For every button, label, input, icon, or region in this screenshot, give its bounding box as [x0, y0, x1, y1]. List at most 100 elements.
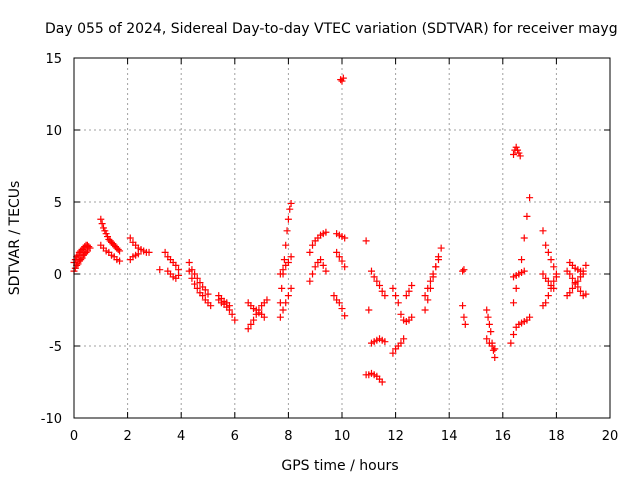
data-point [485, 320, 493, 328]
points-layer [70, 74, 590, 386]
series-s14 [459, 266, 468, 275]
data-point [426, 277, 434, 285]
series-s11c [367, 267, 389, 300]
data-point [542, 241, 550, 249]
data-point [460, 266, 468, 274]
data-point [408, 282, 416, 290]
data-point [577, 287, 585, 295]
series-s16 [507, 313, 534, 347]
data-point [394, 299, 402, 307]
data-point [370, 273, 378, 281]
series-s10 [333, 230, 349, 242]
data-point [341, 234, 349, 242]
data-point [373, 277, 381, 285]
series-s7b [244, 299, 268, 321]
data-point [520, 267, 528, 275]
data-point [276, 270, 284, 278]
y-tick-label: 10 [45, 124, 62, 139]
data-point [487, 328, 495, 336]
data-point [82, 248, 90, 256]
data-point [582, 290, 590, 298]
data-point [193, 284, 201, 292]
data-point [97, 215, 105, 223]
data-point [280, 256, 288, 264]
data-point [512, 284, 520, 292]
x-tick-label: 0 [70, 429, 78, 444]
data-point [145, 248, 153, 256]
data-point [244, 325, 252, 333]
series-s13b [421, 253, 442, 314]
data-point [284, 215, 292, 223]
x-tick-label: 18 [548, 429, 565, 444]
data-point [400, 335, 408, 343]
x-tick-label: 10 [334, 429, 351, 444]
data-point [389, 284, 397, 292]
data-point [402, 292, 410, 300]
data-point [568, 284, 576, 292]
data-point [518, 256, 526, 264]
series-s10b [333, 248, 349, 271]
series-s15b [483, 335, 499, 353]
series-s2b [97, 241, 124, 265]
data-point [284, 292, 292, 300]
data-point [392, 292, 400, 300]
y-tick-label: 0 [54, 268, 62, 283]
data-point [156, 266, 164, 274]
series-s12c [402, 282, 416, 300]
data-point [260, 313, 268, 321]
data-point [365, 306, 373, 314]
x-tick-label: 14 [441, 429, 458, 444]
data-point [542, 299, 550, 307]
y-axis-label: SDTVAR / TECUs [7, 181, 23, 296]
data-point [335, 253, 343, 261]
series-s4 [156, 248, 183, 274]
data-point [523, 212, 531, 220]
series-s9 [306, 228, 330, 256]
data-point [507, 339, 515, 347]
data-point [172, 261, 180, 269]
y-tick-label: -5 [49, 340, 62, 355]
data-point [539, 270, 547, 278]
data-point [338, 257, 346, 265]
data-point [510, 150, 518, 158]
data-point [85, 243, 93, 251]
data-point [231, 316, 239, 324]
data-point [526, 194, 534, 202]
series-s16c [510, 143, 524, 160]
data-point [552, 273, 560, 281]
series-s9b [306, 256, 330, 285]
data-point [287, 199, 295, 207]
series-s13 [421, 244, 445, 300]
data-point [566, 270, 574, 278]
series-s11b [362, 369, 386, 386]
data-point [544, 277, 552, 285]
series-s17c [539, 270, 558, 292]
data-point [83, 247, 91, 255]
data-point [225, 302, 233, 310]
data-point [566, 289, 574, 297]
data-point [322, 228, 330, 236]
series-s10d [337, 74, 347, 85]
data-point [341, 263, 349, 271]
series-s3 [126, 234, 153, 256]
data-point [381, 292, 389, 300]
data-point [161, 248, 169, 256]
x-tick-label: 16 [495, 429, 512, 444]
data-point [250, 316, 258, 324]
series-s14b [459, 302, 469, 328]
data-point [333, 248, 341, 256]
series-s15 [483, 306, 499, 362]
x-tick-label: 20 [602, 429, 619, 444]
data-point [287, 253, 295, 261]
data-point [309, 270, 317, 278]
data-point [520, 234, 528, 242]
data-point [544, 248, 552, 256]
data-point [526, 313, 534, 321]
data-point [263, 296, 271, 304]
data-point [421, 292, 429, 300]
data-point [539, 227, 547, 235]
data-point [134, 250, 142, 258]
series-s17 [539, 227, 560, 278]
y-tick-label: 5 [54, 196, 62, 211]
